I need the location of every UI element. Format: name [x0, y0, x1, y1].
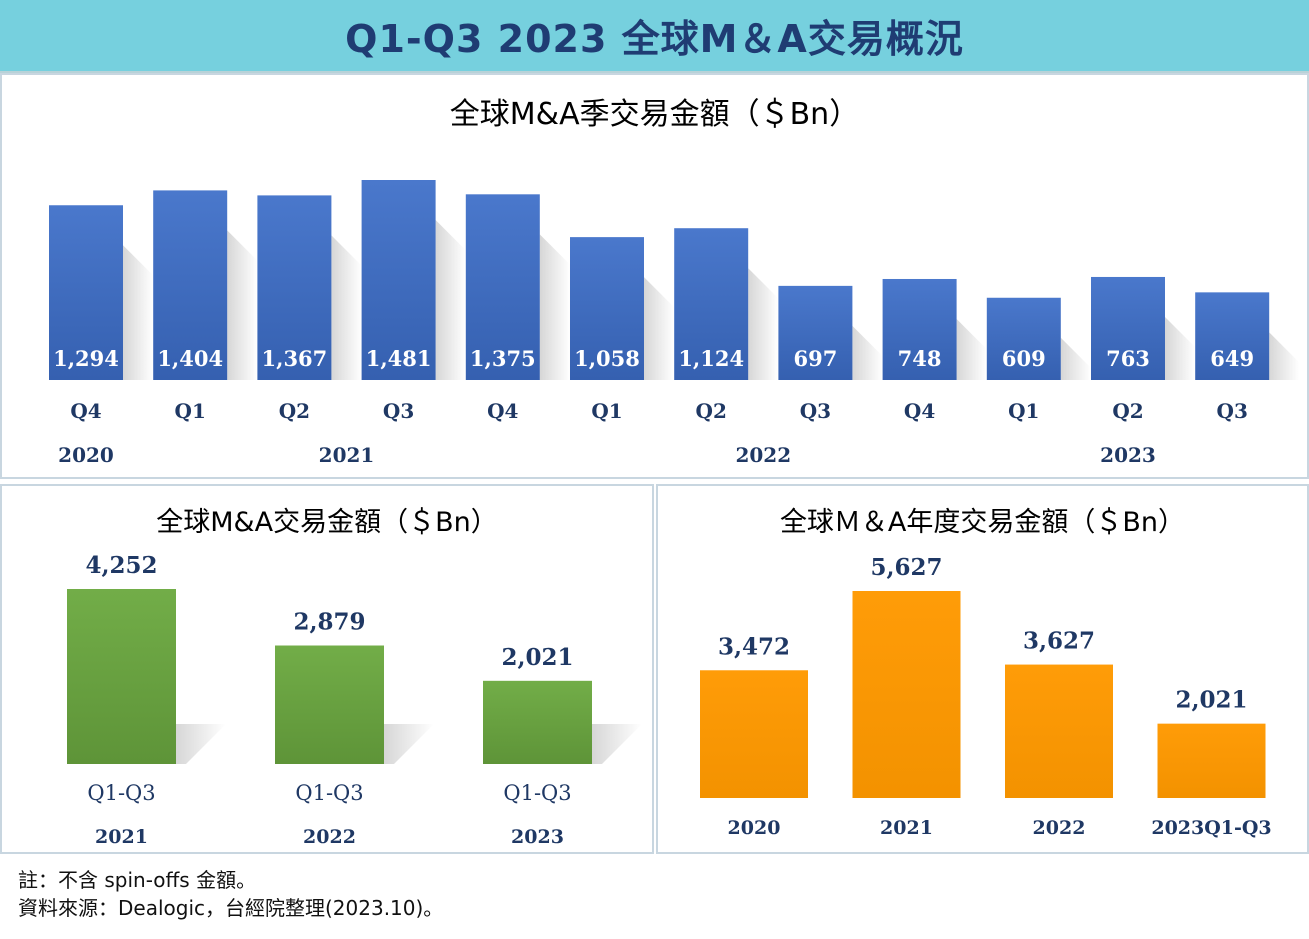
quarter-label: Q1 — [591, 399, 622, 423]
year-label: 2023 — [1100, 443, 1156, 467]
bar — [153, 190, 228, 380]
bar — [700, 670, 808, 798]
quarterly-chart-title: 全球M&A季交易金額（＄Bn） — [449, 97, 860, 132]
quarter-label: Q3 — [800, 399, 831, 423]
annual-chart-title: 全球Ｍ＆A年度交易金額（＄Bn） — [779, 507, 1186, 538]
bar-value-label: 609 — [1002, 346, 1046, 371]
quarter-label: Q3 — [383, 399, 414, 423]
quarter-label: Q4 — [904, 399, 935, 423]
year-label: 2023 — [511, 826, 564, 848]
bar-shadow — [331, 235, 362, 380]
bar-value-label: 2,021 — [501, 644, 573, 671]
bar-shadow — [644, 277, 674, 380]
ytd-chart-panel: 全球M&A交易金額（＄Bn） 4,252 Q1-Q3 2021 2,879 Q1-Q3 2… — [0, 484, 654, 854]
bar — [67, 589, 176, 764]
bar-shadow — [123, 245, 153, 380]
bar — [275, 645, 384, 764]
bar-shadow — [384, 724, 434, 764]
footnote-source: 資料來源：Dealogic，台經院整理(2023.10)。 — [18, 896, 444, 920]
bar-value-label: 1,294 — [53, 346, 119, 371]
bar-value-label: 1,404 — [157, 346, 223, 371]
bar-value-label: 2,021 — [1175, 687, 1247, 714]
bar-shadow — [748, 268, 779, 380]
bar — [1005, 664, 1113, 798]
bar-shadow — [1165, 316, 1195, 380]
bar-shadow — [1269, 332, 1300, 380]
bar-value-label: 763 — [1106, 346, 1150, 371]
year-label: 2022 — [735, 443, 791, 467]
page-title: Q1-Q3 2023 全球M＆A交易概況 — [345, 17, 964, 61]
header-bar: Q1-Q3 2023 全球M＆A交易概況 — [0, 0, 1309, 73]
quarter-label: Q1 — [175, 399, 206, 423]
bar — [1157, 723, 1266, 798]
bar — [986, 297, 1061, 380]
bar-value-label: 5,627 — [870, 554, 942, 581]
bar-shadow — [1060, 337, 1091, 380]
bar-shadow — [592, 724, 642, 764]
quarter-label: Q3 — [1217, 399, 1248, 423]
bar-value-label: 697 — [793, 346, 837, 371]
bar-value-label: 1,124 — [678, 346, 744, 371]
bar-shadow — [539, 234, 570, 380]
footnote-exclusion: 註：不含 spin-offs 金額。 — [18, 868, 257, 892]
annual-chart: 3,472 2020 5,627 2021 3,627 2022 2,021 2023Q1-Q… — [700, 554, 1272, 839]
quarter-label: Q2 — [279, 399, 310, 423]
year-label: 2021 — [95, 826, 148, 848]
period-label: Q1-Q3 — [503, 781, 571, 805]
quarter-label: Q1 — [1008, 399, 1039, 423]
bar-value-label: 4,252 — [85, 552, 157, 579]
quarter-label: Q2 — [696, 399, 727, 423]
period-label: Q1-Q3 — [87, 781, 155, 805]
bar — [49, 205, 123, 380]
ytd-chart-title: 全球M&A交易金額（＄Bn） — [156, 507, 498, 538]
quarterly-chart-panel: 全球M&A季交易金額（＄Bn） 1,294 Q4 1,404 Q1 1,367 Q2 1,4… — [0, 73, 1309, 479]
bar — [882, 278, 957, 380]
bar — [257, 195, 332, 380]
bar — [1091, 276, 1165, 380]
quarter-label: Q4 — [70, 399, 101, 423]
bar-value-label: 1,058 — [574, 346, 640, 371]
year-label: 2020 — [728, 817, 781, 839]
bar-value-label: 748 — [898, 346, 942, 371]
footnotes: 註：不含 spin-offs 金額。 資料來源：Dealogic，台經院整理(2… — [18, 866, 443, 922]
bar — [483, 680, 592, 764]
bar-value-label: 3,472 — [718, 633, 790, 660]
bar — [465, 194, 540, 380]
bar-shadow — [852, 325, 883, 380]
bar-shadow — [176, 724, 226, 764]
bar-value-label: 1,367 — [262, 346, 328, 371]
year-label: 2021 — [880, 817, 933, 839]
bar — [570, 237, 644, 380]
bar-value-label: 1,375 — [470, 346, 536, 371]
period-label: Q1-Q3 — [295, 781, 363, 805]
quarter-label: Q2 — [1112, 399, 1143, 423]
bar-shadow — [227, 230, 258, 380]
year-label: 2022 — [1033, 817, 1086, 839]
quarterly-chart: 1,294 Q4 1,404 Q1 1,367 Q2 1,481 Q3 1,375 Q4 1,058… — [49, 180, 1300, 467]
bar-value-label: 649 — [1210, 346, 1254, 371]
bar-value-label: 3,627 — [1023, 628, 1095, 655]
bar — [1195, 292, 1270, 380]
bar-shadow — [956, 318, 987, 380]
annual-chart-panel: 全球Ｍ＆A年度交易金額（＄Bn） 3,472 2020 5,627 2021 3,627… — [656, 484, 1309, 854]
bar — [674, 228, 749, 380]
year-label: 2021 — [319, 443, 375, 467]
year-label: 2023Q1-Q3 — [1151, 817, 1271, 839]
year-label: 2020 — [58, 443, 114, 467]
year-label: 2022 — [303, 826, 356, 848]
bar-shadow — [435, 220, 466, 380]
bar-value-label: 1,481 — [366, 346, 432, 371]
bar-value-label: 2,879 — [293, 609, 365, 636]
bar — [361, 180, 436, 380]
ytd-chart: 4,252 Q1-Q3 2021 2,879 Q1-Q3 2022 2,021 Q1-Q3 20… — [67, 552, 642, 848]
quarter-label: Q4 — [487, 399, 518, 423]
bar — [852, 591, 961, 798]
bar — [778, 285, 853, 380]
